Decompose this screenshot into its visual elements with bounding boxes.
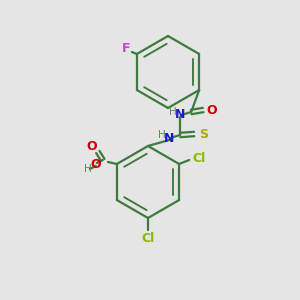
Text: O: O (86, 140, 97, 152)
Text: N: N (164, 131, 174, 145)
Text: O: O (207, 103, 217, 116)
Text: H: H (84, 164, 92, 174)
Text: Cl: Cl (141, 232, 154, 245)
Text: N: N (175, 109, 185, 122)
Text: F: F (122, 43, 130, 56)
Text: H: H (169, 107, 177, 117)
Text: H: H (158, 130, 166, 140)
Text: S: S (199, 128, 208, 140)
Text: O: O (91, 158, 101, 172)
Text: Cl: Cl (193, 152, 206, 164)
